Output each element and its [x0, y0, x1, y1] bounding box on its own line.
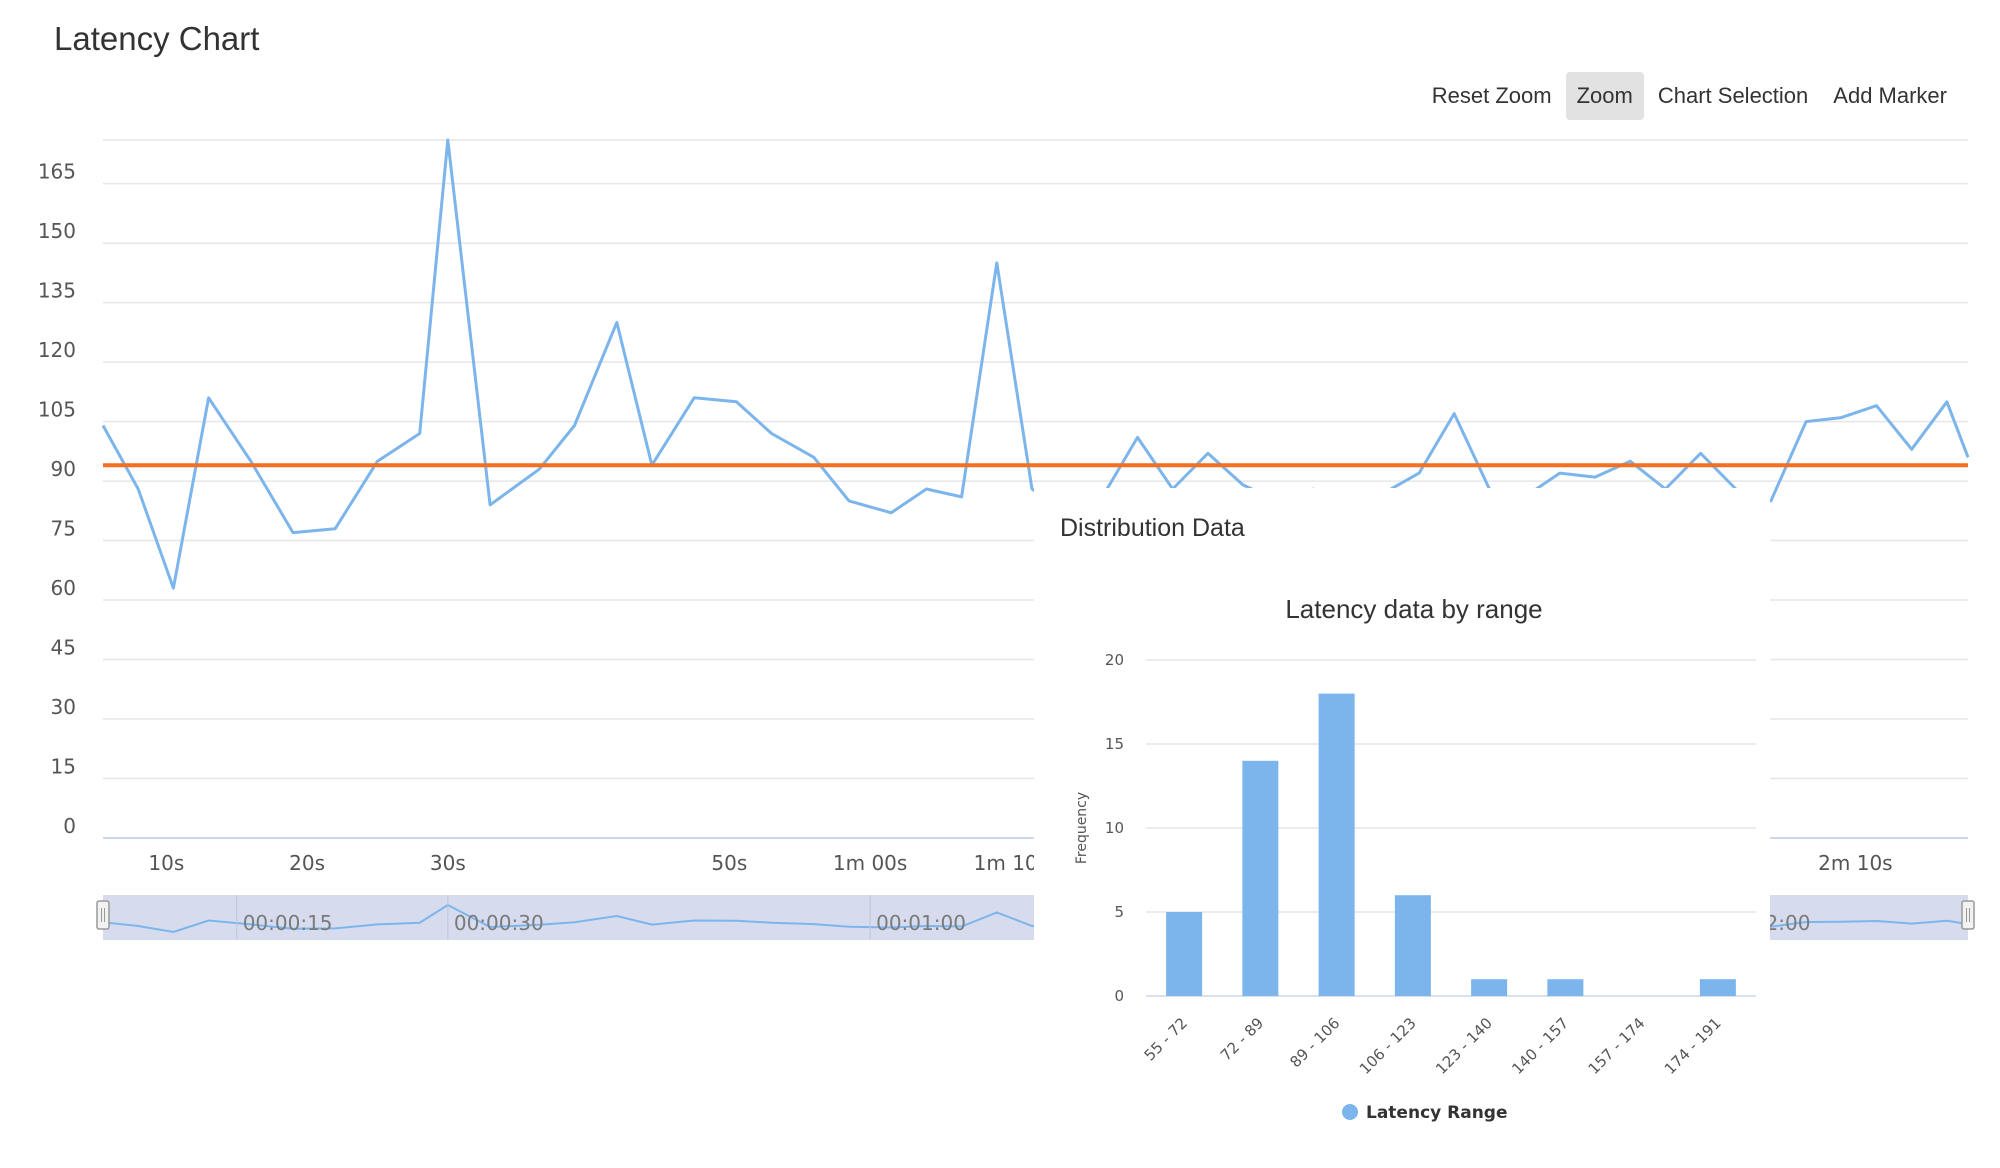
chart-selection-button[interactable]: Chart Selection: [1657, 83, 1809, 108]
y-tick-label: 150: [38, 219, 76, 243]
y-tick-label: 0: [63, 814, 76, 838]
histogram-bar[interactable]: [1242, 760, 1279, 996]
x-tick-label: 20s: [289, 851, 325, 875]
navigator-time-label: 00:00:30: [454, 911, 544, 935]
y-tick-label: 45: [51, 636, 76, 660]
histogram-x-tick-label: 157 - 174: [1585, 1014, 1649, 1078]
legend-marker: [1342, 1104, 1358, 1120]
chart-toolbar: Reset Zoom Zoom Chart Selection Add Mark…: [1418, 72, 1958, 120]
y-tick-label: 60: [51, 576, 76, 600]
x-tick-label: 50s: [711, 851, 747, 875]
y-tick-label: 75: [51, 517, 76, 541]
histogram-y-tick-label: 20: [1105, 651, 1124, 669]
histogram-x-tick-label: 72 - 89: [1217, 1014, 1267, 1064]
x-tick-label: 30s: [430, 851, 466, 875]
histogram-x-tick-label: 174 - 191: [1661, 1014, 1725, 1078]
y-tick-label: 105: [38, 398, 76, 422]
histogram-x-tick-label: 140 - 157: [1508, 1014, 1572, 1078]
histogram-x-tick-label: 106 - 123: [1356, 1014, 1420, 1078]
add-marker-button[interactable]: Add Marker: [1833, 83, 1947, 108]
histogram-y-tick-label: 15: [1105, 735, 1124, 753]
histogram-grid: [1146, 659, 1756, 997]
y-tick-label: 90: [51, 457, 76, 481]
histogram-bar[interactable]: [1318, 693, 1355, 996]
histogram-title: Latency data by range: [1285, 594, 1542, 624]
y-tick-label: 135: [38, 279, 76, 303]
histogram-bar[interactable]: [1471, 979, 1508, 996]
histogram-legend[interactable]: Latency Range: [1342, 1103, 1508, 1123]
x-tick-label: 10s: [148, 851, 184, 875]
zoom-button[interactable]: Zoom: [1565, 72, 1644, 120]
reset-zoom-button[interactable]: Reset Zoom: [1431, 83, 1552, 108]
y-tick-label: 120: [38, 338, 76, 362]
x-tick-label: 1m 00s: [833, 851, 907, 875]
navigator-time-label: 00:00:15: [243, 911, 333, 935]
navigator-right-handle[interactable]: [1961, 900, 1975, 930]
histogram-y-axis-label: Frequency: [1074, 792, 1090, 864]
histogram-bar[interactable]: [1547, 979, 1584, 996]
histogram-bar[interactable]: [1166, 912, 1203, 996]
y-tick-label: 165: [38, 160, 76, 184]
histogram-y-ticks: 0 5 10 15 20: [1105, 651, 1124, 1005]
histogram-bar[interactable]: [1394, 895, 1431, 996]
histogram-y-tick-label: 5: [1114, 903, 1124, 921]
x-tick-label: 2m 10s: [1818, 851, 1892, 875]
histogram-x-tick-label: 89 - 106: [1286, 1014, 1343, 1071]
histogram-x-tick-label: 123 - 140: [1432, 1014, 1496, 1078]
navigator-left-handle[interactable]: [96, 900, 110, 930]
y-axis-ticks: 0 15 30 45 60 75 90 105 120 135 150 165: [38, 160, 76, 838]
histogram-x-tick-label: 55 - 72: [1141, 1014, 1191, 1064]
navigator-time-label: 00:01:00: [876, 911, 966, 935]
y-tick-label: 15: [51, 755, 76, 779]
y-tick-label: 30: [51, 695, 76, 719]
histogram-bars[interactable]: [1166, 693, 1736, 996]
page-title: Latency Chart: [54, 20, 260, 57]
distribution-histogram[interactable]: Latency data by range 0 5 10 15 20 Frequency…: [1034, 488, 1770, 1160]
histogram-y-tick-label: 0: [1114, 987, 1124, 1005]
distribution-panel-title: Distribution Data: [1060, 514, 1245, 542]
histogram-y-tick-label: 10: [1105, 819, 1124, 837]
histogram-x-ticks: 55 - 72 72 - 89 89 - 106 106 - 123 123 - 140…: [1141, 1014, 1725, 1078]
distribution-panel: Distribution Data Latency data by range …: [1034, 488, 1770, 1160]
legend-label[interactable]: Latency Range: [1366, 1103, 1508, 1123]
histogram-bar[interactable]: [1699, 979, 1736, 996]
